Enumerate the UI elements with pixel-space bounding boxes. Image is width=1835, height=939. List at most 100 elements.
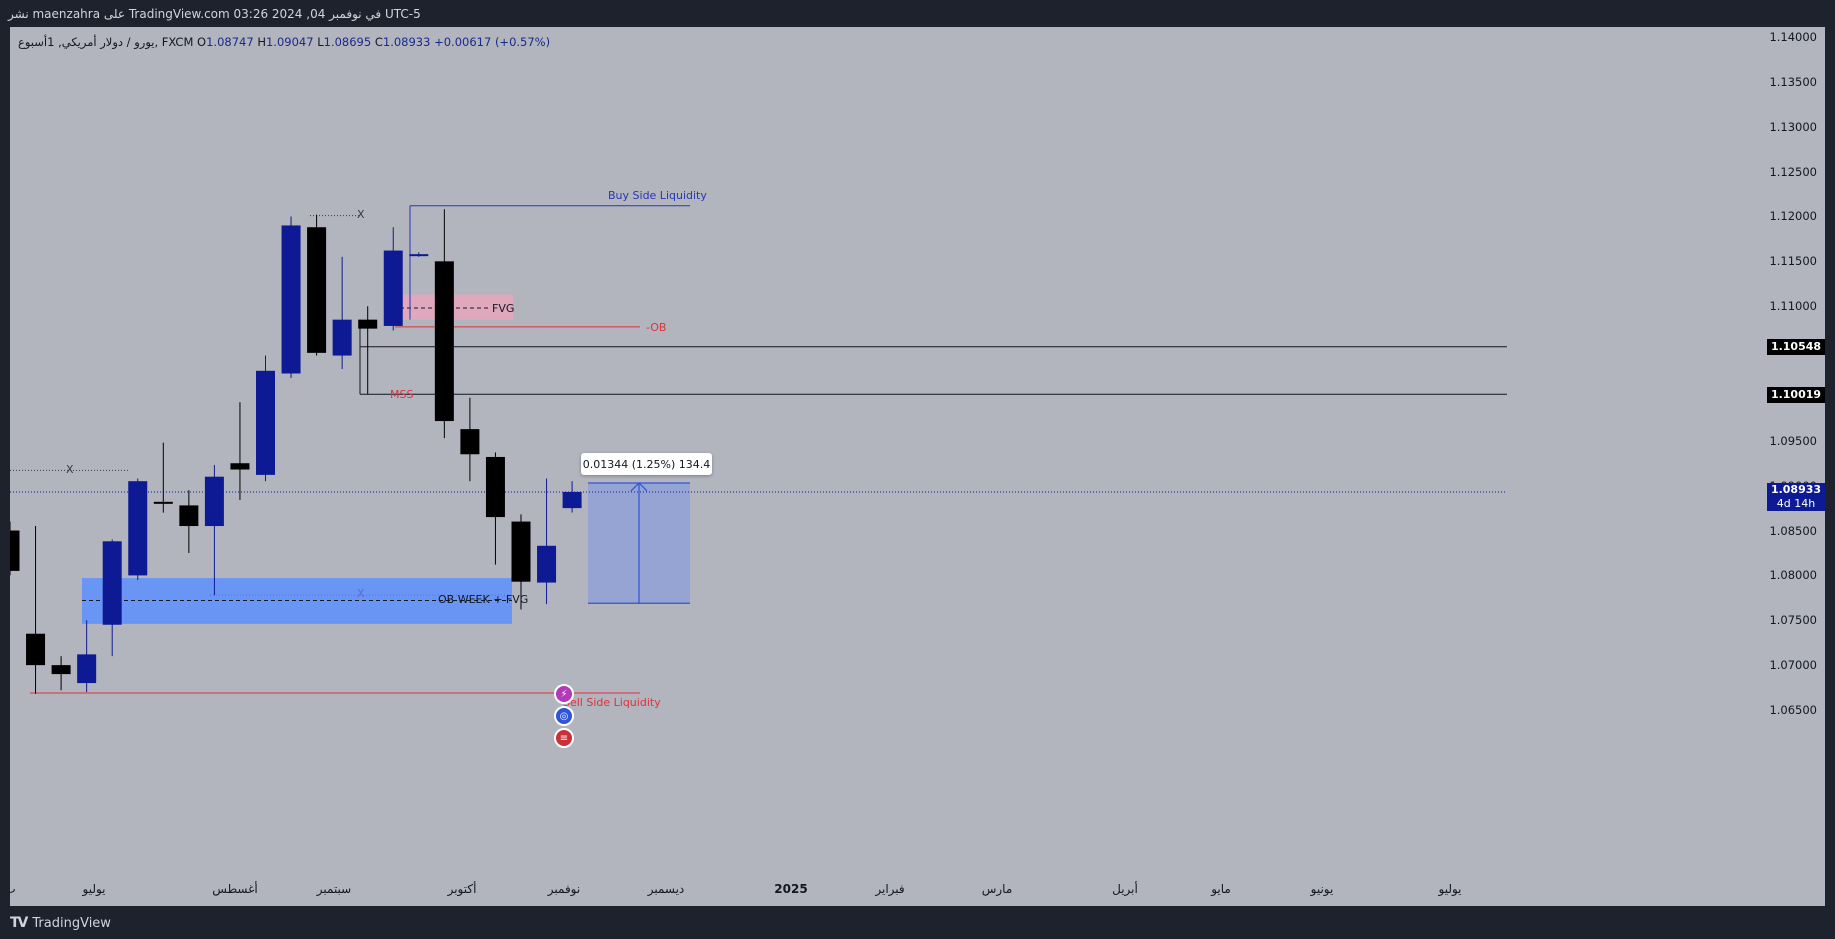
time-tick-label: نوفمبر bbox=[547, 882, 581, 896]
candle-body bbox=[332, 319, 352, 356]
fvg-zone bbox=[400, 294, 513, 320]
candle bbox=[10, 521, 20, 576]
candle bbox=[230, 402, 250, 501]
low-label: L bbox=[317, 35, 324, 49]
price-badge-2: 1.10019 bbox=[1767, 387, 1825, 403]
ob-week-fvg-label[interactable]: OB WEEK + FVG bbox=[438, 593, 529, 606]
price-tick-label: 1.12500 bbox=[1769, 164, 1817, 179]
price-tick-label: 1.12000 bbox=[1769, 209, 1817, 224]
measure-value: 0.01344 (1.25%) 134.4 bbox=[582, 457, 711, 471]
price-badge-1: 1.10548 bbox=[1767, 339, 1825, 355]
measure-label[interactable]: 0.01344 (1.25%) 134.4 bbox=[581, 453, 712, 475]
candle-body bbox=[102, 541, 122, 625]
candle bbox=[179, 490, 199, 553]
candle bbox=[383, 227, 403, 331]
candle bbox=[153, 442, 173, 513]
publish-header: نشر maenzahra على TradingView.com 03:26 … bbox=[0, 0, 1835, 27]
price-tick-label: 1.07000 bbox=[1769, 658, 1817, 673]
candle bbox=[358, 306, 378, 395]
chart-panel[interactable]: يورو / دولار أمريكي, 1أسبوع, FXCM O1.087… bbox=[10, 27, 1825, 906]
candle bbox=[128, 478, 148, 580]
x-mark-1: X bbox=[66, 463, 74, 476]
price-tick-label: 1.14000 bbox=[1769, 30, 1817, 44]
publish-info: نشر maenzahra على TradingView.com 03:26 … bbox=[8, 7, 421, 21]
low-value: 1.08695 bbox=[323, 35, 372, 49]
high-label: H bbox=[257, 35, 266, 49]
price-tick-label: 1.11500 bbox=[1769, 254, 1817, 269]
price-tick-label: 1.09500 bbox=[1769, 433, 1817, 448]
price-tick-label: 1.11000 bbox=[1769, 299, 1817, 314]
mss-label[interactable]: MSS bbox=[390, 388, 414, 401]
candle bbox=[434, 209, 454, 439]
candle bbox=[485, 452, 505, 565]
high-value: 1.09047 bbox=[265, 35, 314, 49]
candle-body bbox=[281, 225, 301, 374]
time-tick-label: فبراير bbox=[875, 882, 905, 896]
fvg-label[interactable]: FVG bbox=[492, 302, 515, 315]
candlestick-chart[interactable] bbox=[10, 27, 1825, 906]
x-mark-3: X bbox=[357, 587, 365, 600]
candle-body bbox=[383, 250, 403, 326]
time-tick-label: يوليو bbox=[82, 882, 106, 896]
time-tick-label: ب bbox=[10, 882, 16, 896]
lightning-icon[interactable]: ⚡ bbox=[554, 684, 574, 704]
sell-side-liquidity-label[interactable]: Sell Side Liquidity bbox=[563, 696, 661, 709]
candle-body bbox=[256, 370, 275, 475]
time-tick-label: ديسمبر bbox=[647, 882, 685, 896]
candle-body bbox=[358, 319, 378, 329]
current-price-badge: 1.08933 4d 14h bbox=[1767, 483, 1825, 511]
candle-body bbox=[434, 261, 454, 422]
candle-body bbox=[537, 545, 557, 583]
candle bbox=[204, 465, 224, 596]
candle-body bbox=[128, 481, 148, 576]
candle bbox=[256, 355, 275, 482]
ob-label[interactable]: -OB bbox=[646, 321, 667, 334]
price-tick-label: 1.13500 bbox=[1769, 74, 1817, 89]
candle-body bbox=[179, 505, 199, 527]
candle-body bbox=[230, 463, 250, 470]
candle-body bbox=[51, 665, 71, 675]
time-tick-label: 2025 bbox=[774, 882, 808, 896]
candle-body bbox=[10, 530, 20, 571]
buy-side-liquidity-label[interactable]: Buy Side Liquidity bbox=[608, 189, 707, 202]
candle-body bbox=[511, 521, 531, 582]
countdown-value: 4d 14h bbox=[1776, 497, 1816, 510]
candle bbox=[281, 216, 301, 378]
tradingview-icon: TV bbox=[10, 915, 28, 931]
close-label: C bbox=[374, 35, 383, 49]
symbol-name[interactable]: يورو / دولار أمريكي, 1أسبوع, FXCM bbox=[18, 35, 194, 49]
us-flag-icon[interactable]: ≡ bbox=[554, 728, 574, 748]
candle bbox=[51, 656, 71, 691]
candle-body bbox=[409, 254, 429, 257]
candle bbox=[511, 514, 531, 610]
candle bbox=[307, 214, 327, 356]
time-tick-label: يونيو bbox=[1310, 882, 1334, 896]
candle bbox=[26, 526, 46, 694]
x-mark-2: X bbox=[357, 208, 365, 221]
candle-body bbox=[562, 491, 582, 509]
candle-body bbox=[26, 633, 46, 666]
measure-arrow-head bbox=[630, 482, 648, 492]
price-tick-label: 1.06500 bbox=[1769, 703, 1817, 717]
candle-body bbox=[153, 501, 173, 504]
time-tick-label: مارس bbox=[981, 882, 1013, 896]
globe-icon[interactable]: ◎ bbox=[554, 706, 574, 726]
price-tick-label: 1.07500 bbox=[1769, 613, 1817, 628]
change-value: +0.00617 (+0.57%) bbox=[434, 35, 551, 49]
candle-body bbox=[485, 456, 505, 518]
time-tick-label: أكتوبر bbox=[447, 882, 477, 896]
close-value: 1.08933 bbox=[382, 35, 431, 49]
candle bbox=[537, 478, 557, 605]
candle bbox=[460, 397, 480, 482]
tradingview-logo[interactable]: TV TradingView bbox=[10, 915, 111, 931]
candle-body bbox=[77, 654, 97, 684]
price-tick-label: 1.13000 bbox=[1769, 119, 1817, 134]
time-tick-label: سبتمبر bbox=[316, 882, 352, 896]
candle bbox=[562, 481, 582, 513]
open-label: O bbox=[197, 35, 207, 49]
time-tick-label: أغسطس bbox=[212, 882, 258, 896]
candle bbox=[409, 252, 429, 257]
price-tick-label: 1.08500 bbox=[1769, 523, 1817, 538]
price-tick-label: 1.08000 bbox=[1769, 568, 1817, 583]
time-tick-label: أبريل bbox=[1112, 882, 1138, 896]
